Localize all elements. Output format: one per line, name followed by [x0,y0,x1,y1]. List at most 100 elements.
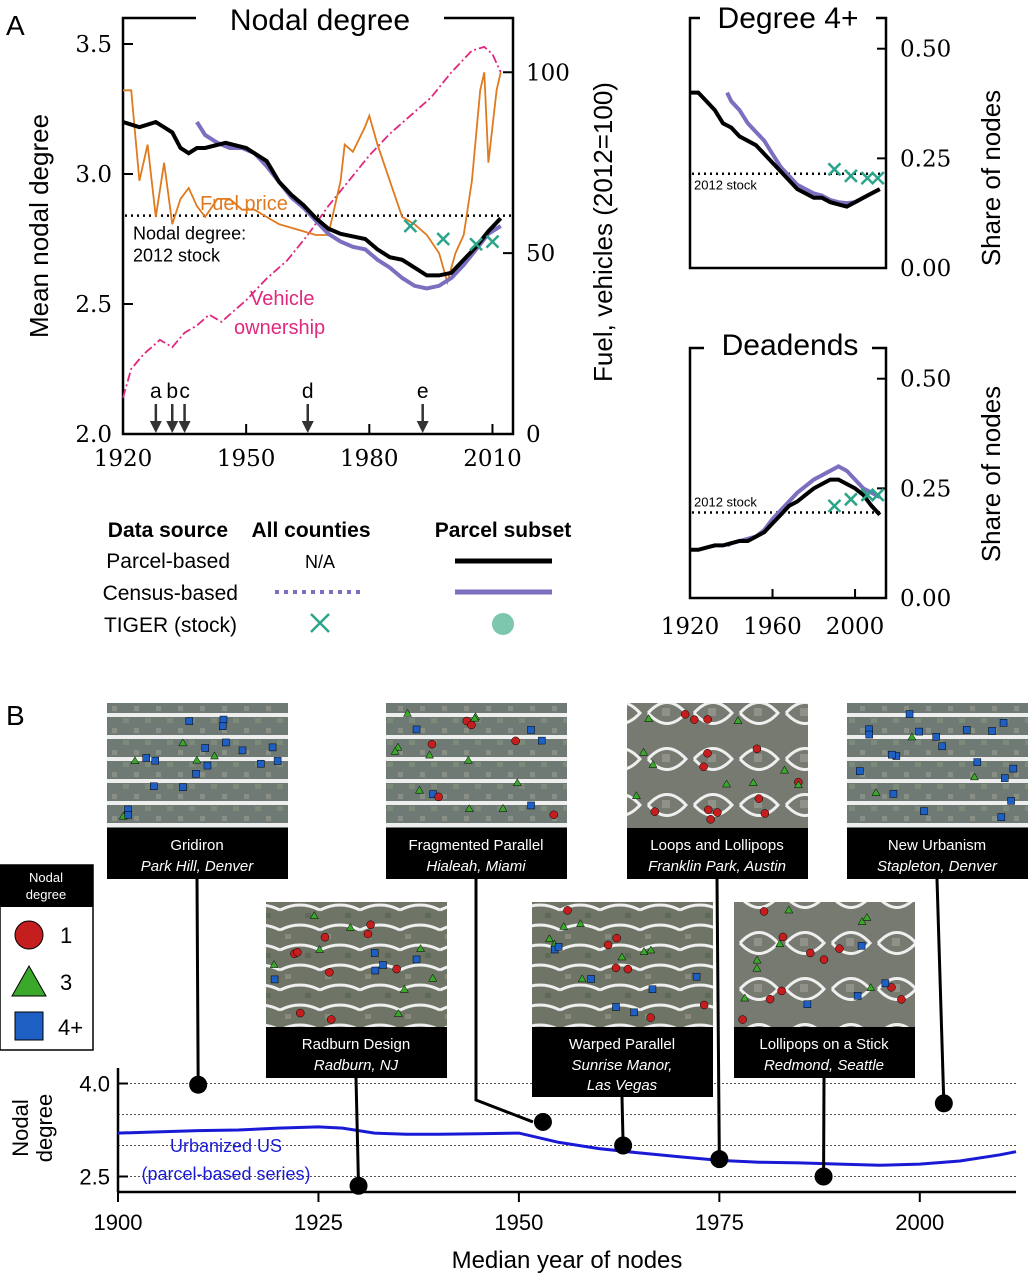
x-tick-label: 1975 [695,1210,744,1235]
neighborhood-point [533,1112,552,1131]
x-tick-label: 2010 [463,446,522,472]
thumb-fragmented-parallel: Fragmented Parallel Hialeah, Miami [386,703,567,879]
reference-label-line-1: Nodal degree: [133,224,246,244]
neighborhood-name: Radburn Design [302,1036,410,1053]
degree-3-node [393,1009,403,1017]
caption-box [734,1027,915,1078]
degree-1-node [293,948,302,957]
y-axis-label: Share of nodes [976,90,1006,266]
title-backdrop [704,326,872,362]
degree-3-node [970,772,979,781]
plot-frame [688,16,888,270]
legend-item-3: 3 [60,970,72,995]
degree-1-node [703,715,712,724]
neighborhood-point [934,1094,953,1113]
node-type-legend: Nodal degree 1 3 4+ [0,864,94,1051]
degree-1-node [806,948,815,958]
urbanized-us-line [117,1125,1017,1167]
degree-3-node [399,984,409,993]
y-tick-label: 3.0 [75,162,112,188]
degree-4plus-node [257,759,265,768]
degree-3-node [775,939,785,948]
degree-3-node [784,905,794,914]
legend-title-line-1: Nodal [29,870,63,885]
degree-1-node [603,940,613,950]
caption-box [532,1027,713,1097]
degree-4plus-node [973,758,982,766]
neighborhood-name: Gridiron [170,837,223,854]
degree-4plus-node [692,972,701,981]
degree-3-node [130,756,140,765]
degree-1-node [392,964,401,974]
degree-4plus-node [219,715,228,724]
y-tick-label: 2.5 [75,292,112,318]
degree-4plus-node [124,810,132,819]
degree-4plus-node [856,767,864,775]
deadends-chart: Deadends Share of nodes 0.00 0.25 0.50 192… [661,326,1006,640]
event-marker-label: a [150,380,162,403]
degree-4plus-node [1009,764,1018,773]
neighborhood-point [710,1150,729,1169]
degree-4plus-node [648,985,657,993]
legend-header-parcel: Parcel subset [435,519,572,542]
x-tick-label: 2000 [826,614,885,640]
event-marker-arrow [166,421,179,433]
y2-axis-label: Fuel, vehicles (2012=100) [588,82,618,382]
thumb-radburn: Radburn Design Radburn, NJ [266,902,447,1078]
x-tick-label: 2000 [895,1210,944,1235]
degree-1-node [765,994,775,1004]
neighborhood-name: Loops and Lollipops [650,837,783,854]
degree-4plus-node [612,1003,620,1011]
aerial-image [847,703,1028,830]
degree-3-node [748,778,758,786]
degree-3-node [577,974,587,983]
degree-1-node [835,944,844,953]
degree-1-node [623,964,633,974]
degree-1-node [549,810,559,820]
degree-4plus-node [527,726,535,734]
tiger-stock-marker [485,234,500,249]
legend-tiger-cross [310,613,330,633]
reference-label: 2012 stock [694,178,757,193]
aerial-image [386,703,567,830]
caption-box [266,1027,447,1078]
degree-4plus-node [203,761,212,770]
parcel-based-line [122,119,503,278]
thumbnail-connector [354,1077,361,1186]
parcel-based-line [690,477,882,552]
x-tick-label: 1950 [217,446,276,472]
degree-3-node [178,738,188,747]
degree-1-node [612,933,621,943]
degree-1-node [363,929,373,939]
panel-b-label: B [6,700,25,731]
degree-3-node [780,765,789,774]
degree-4plus-node [889,790,898,798]
event-marker-arrow [301,421,314,433]
event-marker-label: b [166,380,178,403]
degree-4plus-node [142,754,150,762]
degree-3-node [464,804,474,812]
neighborhood-place: Redmond, Seattle [764,1057,884,1074]
degree-1-node [778,932,788,942]
degree-3-node [315,944,324,953]
degree-3-node [646,945,656,954]
chart-title: Deadends [722,329,859,362]
degree-3-node [463,755,473,764]
degree-4plus-node [853,992,862,1000]
neighborhood-place: Radburn, NJ [314,1057,399,1074]
legend-title-line-2: degree [26,887,66,902]
y-tick-label: 3.5 [75,32,112,58]
degree-1-node [897,995,906,1004]
tiger-stock-marker [403,219,418,233]
degree-1-node [777,986,786,996]
degree-1-node [511,736,520,746]
reference-label: 2012 stock [694,494,757,509]
degree-1-node [760,809,770,818]
degree-3-node [309,911,319,919]
degree-3-node [907,732,917,741]
degree-3-node [752,963,762,972]
degree-1-node [646,1013,655,1022]
neighborhood-name: New Urbanism [888,837,986,854]
degree-4plus-node [630,1008,638,1017]
degree-4plus-chart: Degree 4+ Share of nodes 0.00 0.25 0.50 20… [688,0,1006,282]
